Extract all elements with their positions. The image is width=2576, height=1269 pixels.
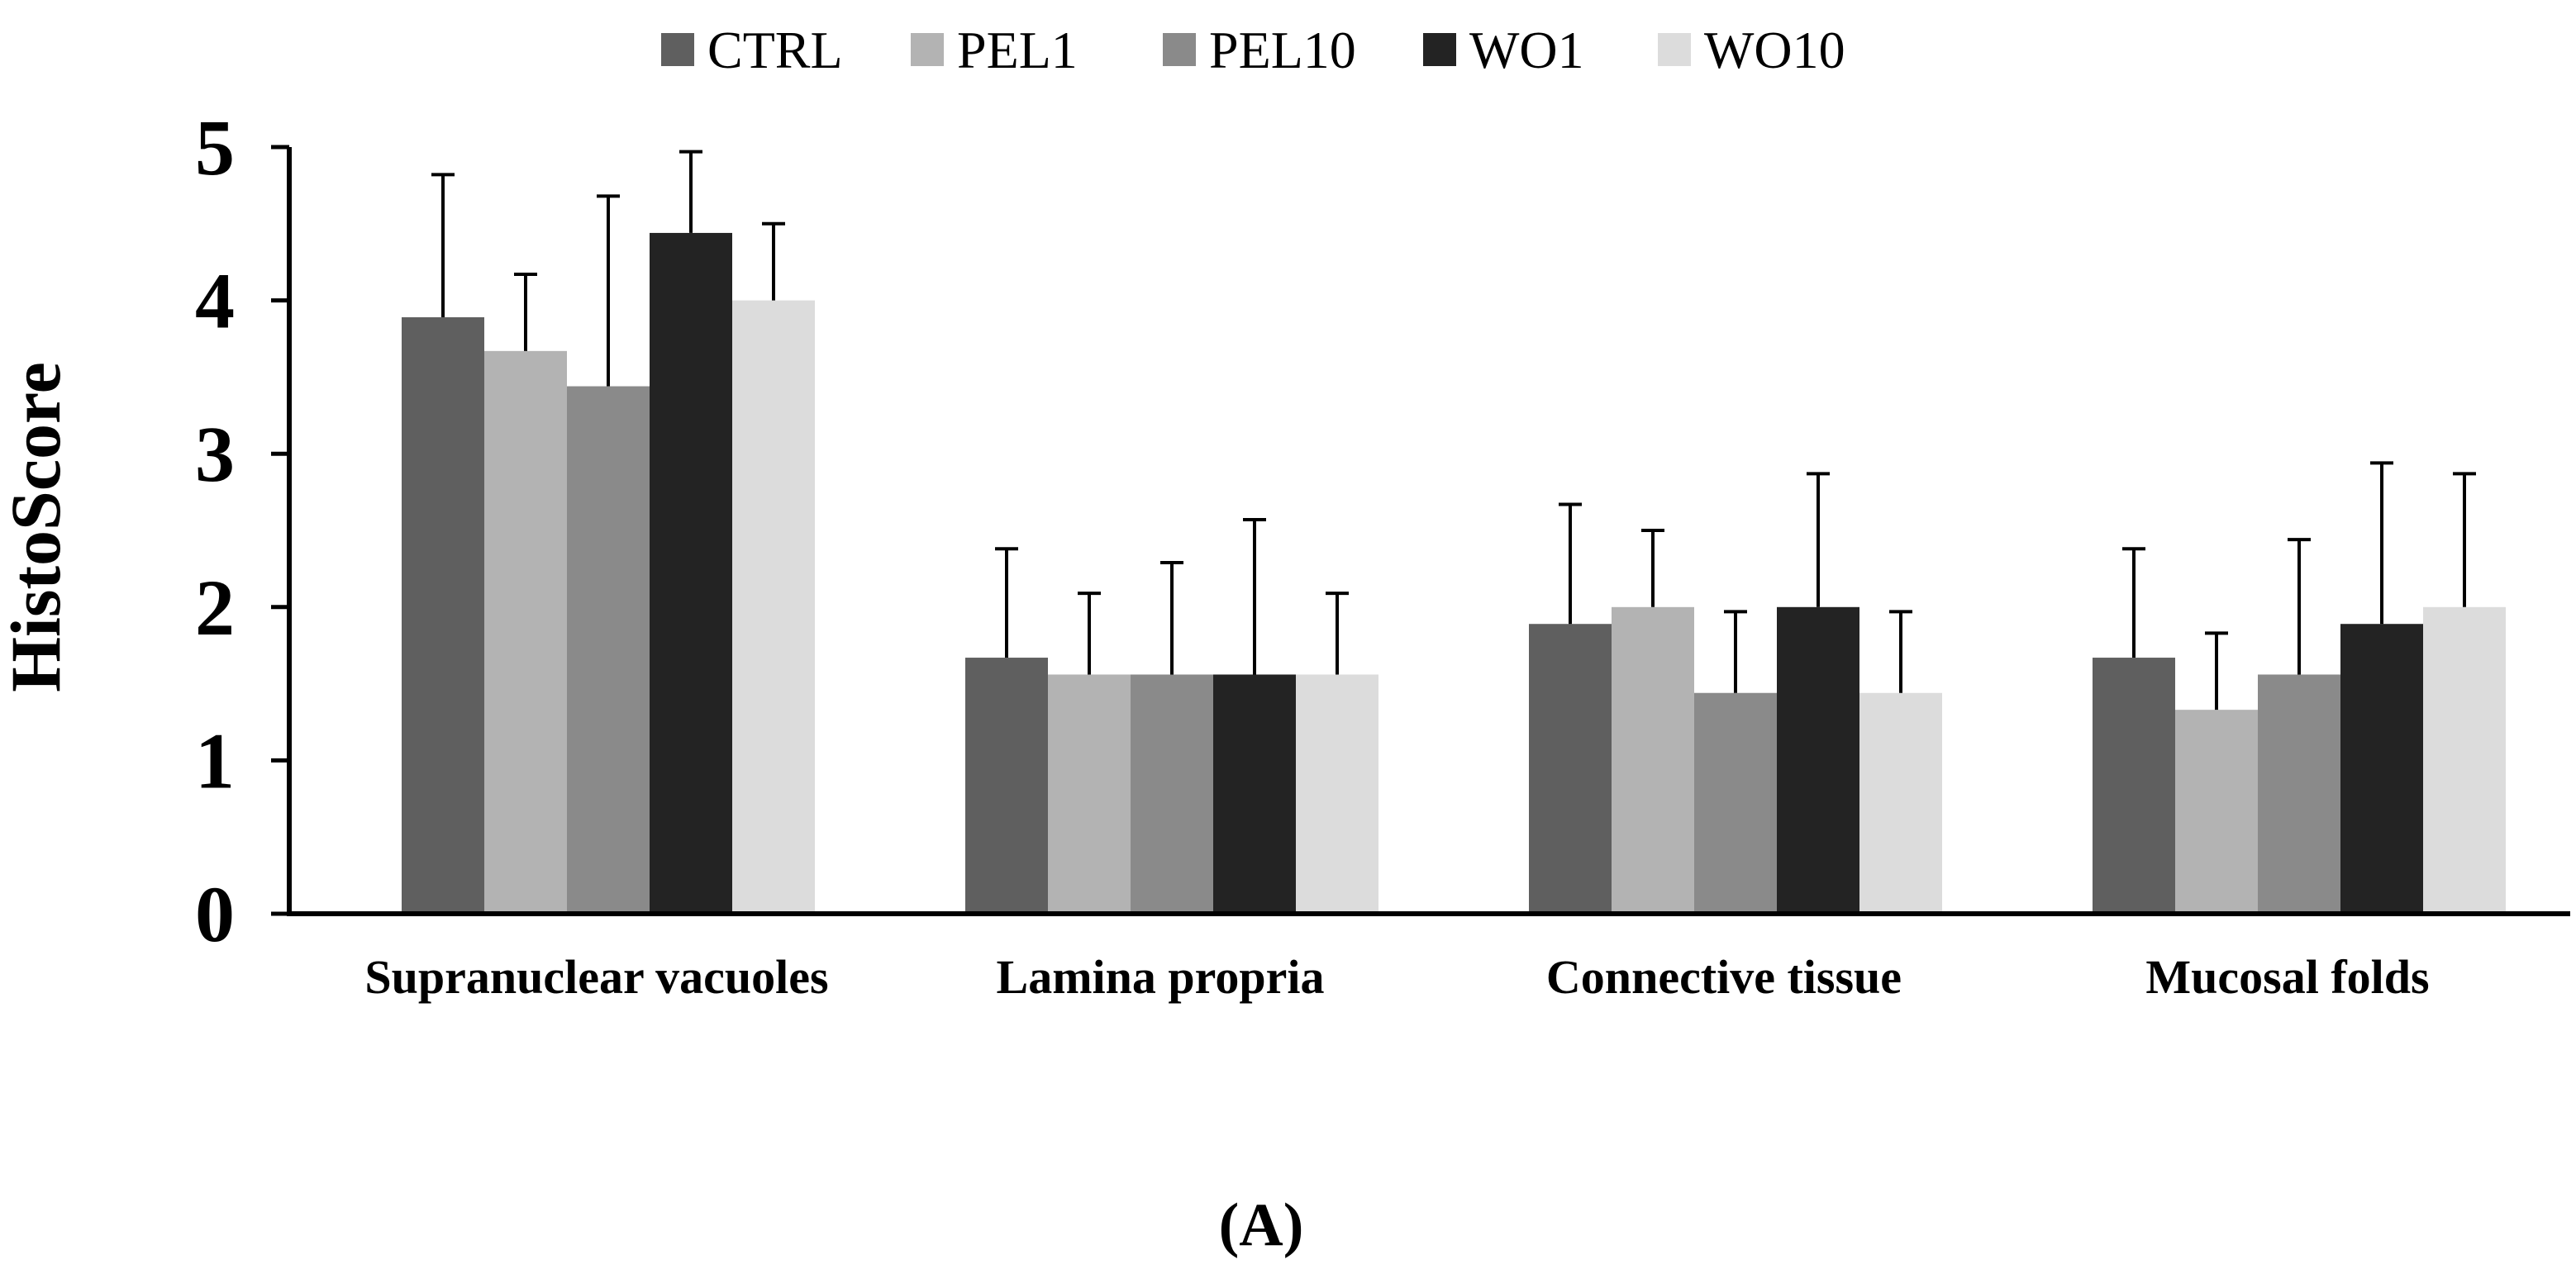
bar-WO1 <box>1213 674 1296 914</box>
y-tick-label: 4 <box>195 257 235 345</box>
bar-PEL1 <box>2175 710 2258 914</box>
legend-swatch-PEL10 <box>1163 33 1196 66</box>
bar-PEL1 <box>484 350 567 914</box>
bar-PEL10 <box>1694 692 1777 914</box>
legend-label-CTRL: CTRL <box>707 21 843 79</box>
bars <box>402 232 2506 915</box>
bar-WO10 <box>1859 692 1942 914</box>
legend: CTRL PEL1 PEL10 WO1 WO10 <box>661 21 1845 79</box>
bar-PEL1 <box>1612 606 1694 914</box>
legend-label-WO1: WO1 <box>1469 21 1584 79</box>
y-tick-label: 2 <box>195 563 235 652</box>
bar-WO1 <box>650 232 732 914</box>
bar-WO1 <box>1777 606 1859 914</box>
bar-WO1 <box>2340 624 2423 914</box>
legend-swatch-WO1 <box>1423 33 1456 66</box>
legend-swatch-WO10 <box>1658 33 1691 66</box>
bar-CTRL <box>2093 658 2175 914</box>
bar-WO10 <box>1296 674 1378 914</box>
bar-PEL10 <box>567 386 650 914</box>
error-bars <box>431 150 2476 711</box>
bar-CTRL <box>965 658 1048 914</box>
bar-WO10 <box>2423 606 2506 914</box>
x-category-label: Supranuclear vacuoles <box>364 950 828 1004</box>
bar-CTRL <box>1529 624 1612 914</box>
x-category-labels: Supranuclear vacuoles Lamina propria Conne… <box>364 950 2429 1004</box>
bar-WO10 <box>732 300 815 915</box>
legend-swatch-PEL1 <box>911 33 944 66</box>
y-ticks: 0 1 2 3 4 5 <box>195 103 289 958</box>
y-tick-label: 0 <box>195 870 235 958</box>
y-axis-label: HistoScore <box>0 362 75 692</box>
y-tick-label: 5 <box>195 103 235 192</box>
x-category-label: Lamina propria <box>997 950 1325 1004</box>
bar-CTRL <box>402 317 484 914</box>
bar-PEL1 <box>1048 674 1131 914</box>
axes <box>287 147 2570 916</box>
legend-label-WO10: WO10 <box>1704 21 1845 79</box>
y-tick-label: 3 <box>195 410 235 498</box>
panel-label: (A) <box>1219 1191 1304 1259</box>
x-category-label: Connective tissue <box>1546 950 1902 1004</box>
legend-label-PEL10: PEL10 <box>1209 21 1356 79</box>
bar-PEL10 <box>2258 674 2340 914</box>
bar-PEL10 <box>1131 674 1213 914</box>
legend-label-PEL1: PEL1 <box>957 21 1078 79</box>
y-tick-label: 1 <box>195 716 235 805</box>
x-category-label: Mucosal folds <box>2145 950 2429 1004</box>
legend-swatch-CTRL <box>661 33 694 66</box>
